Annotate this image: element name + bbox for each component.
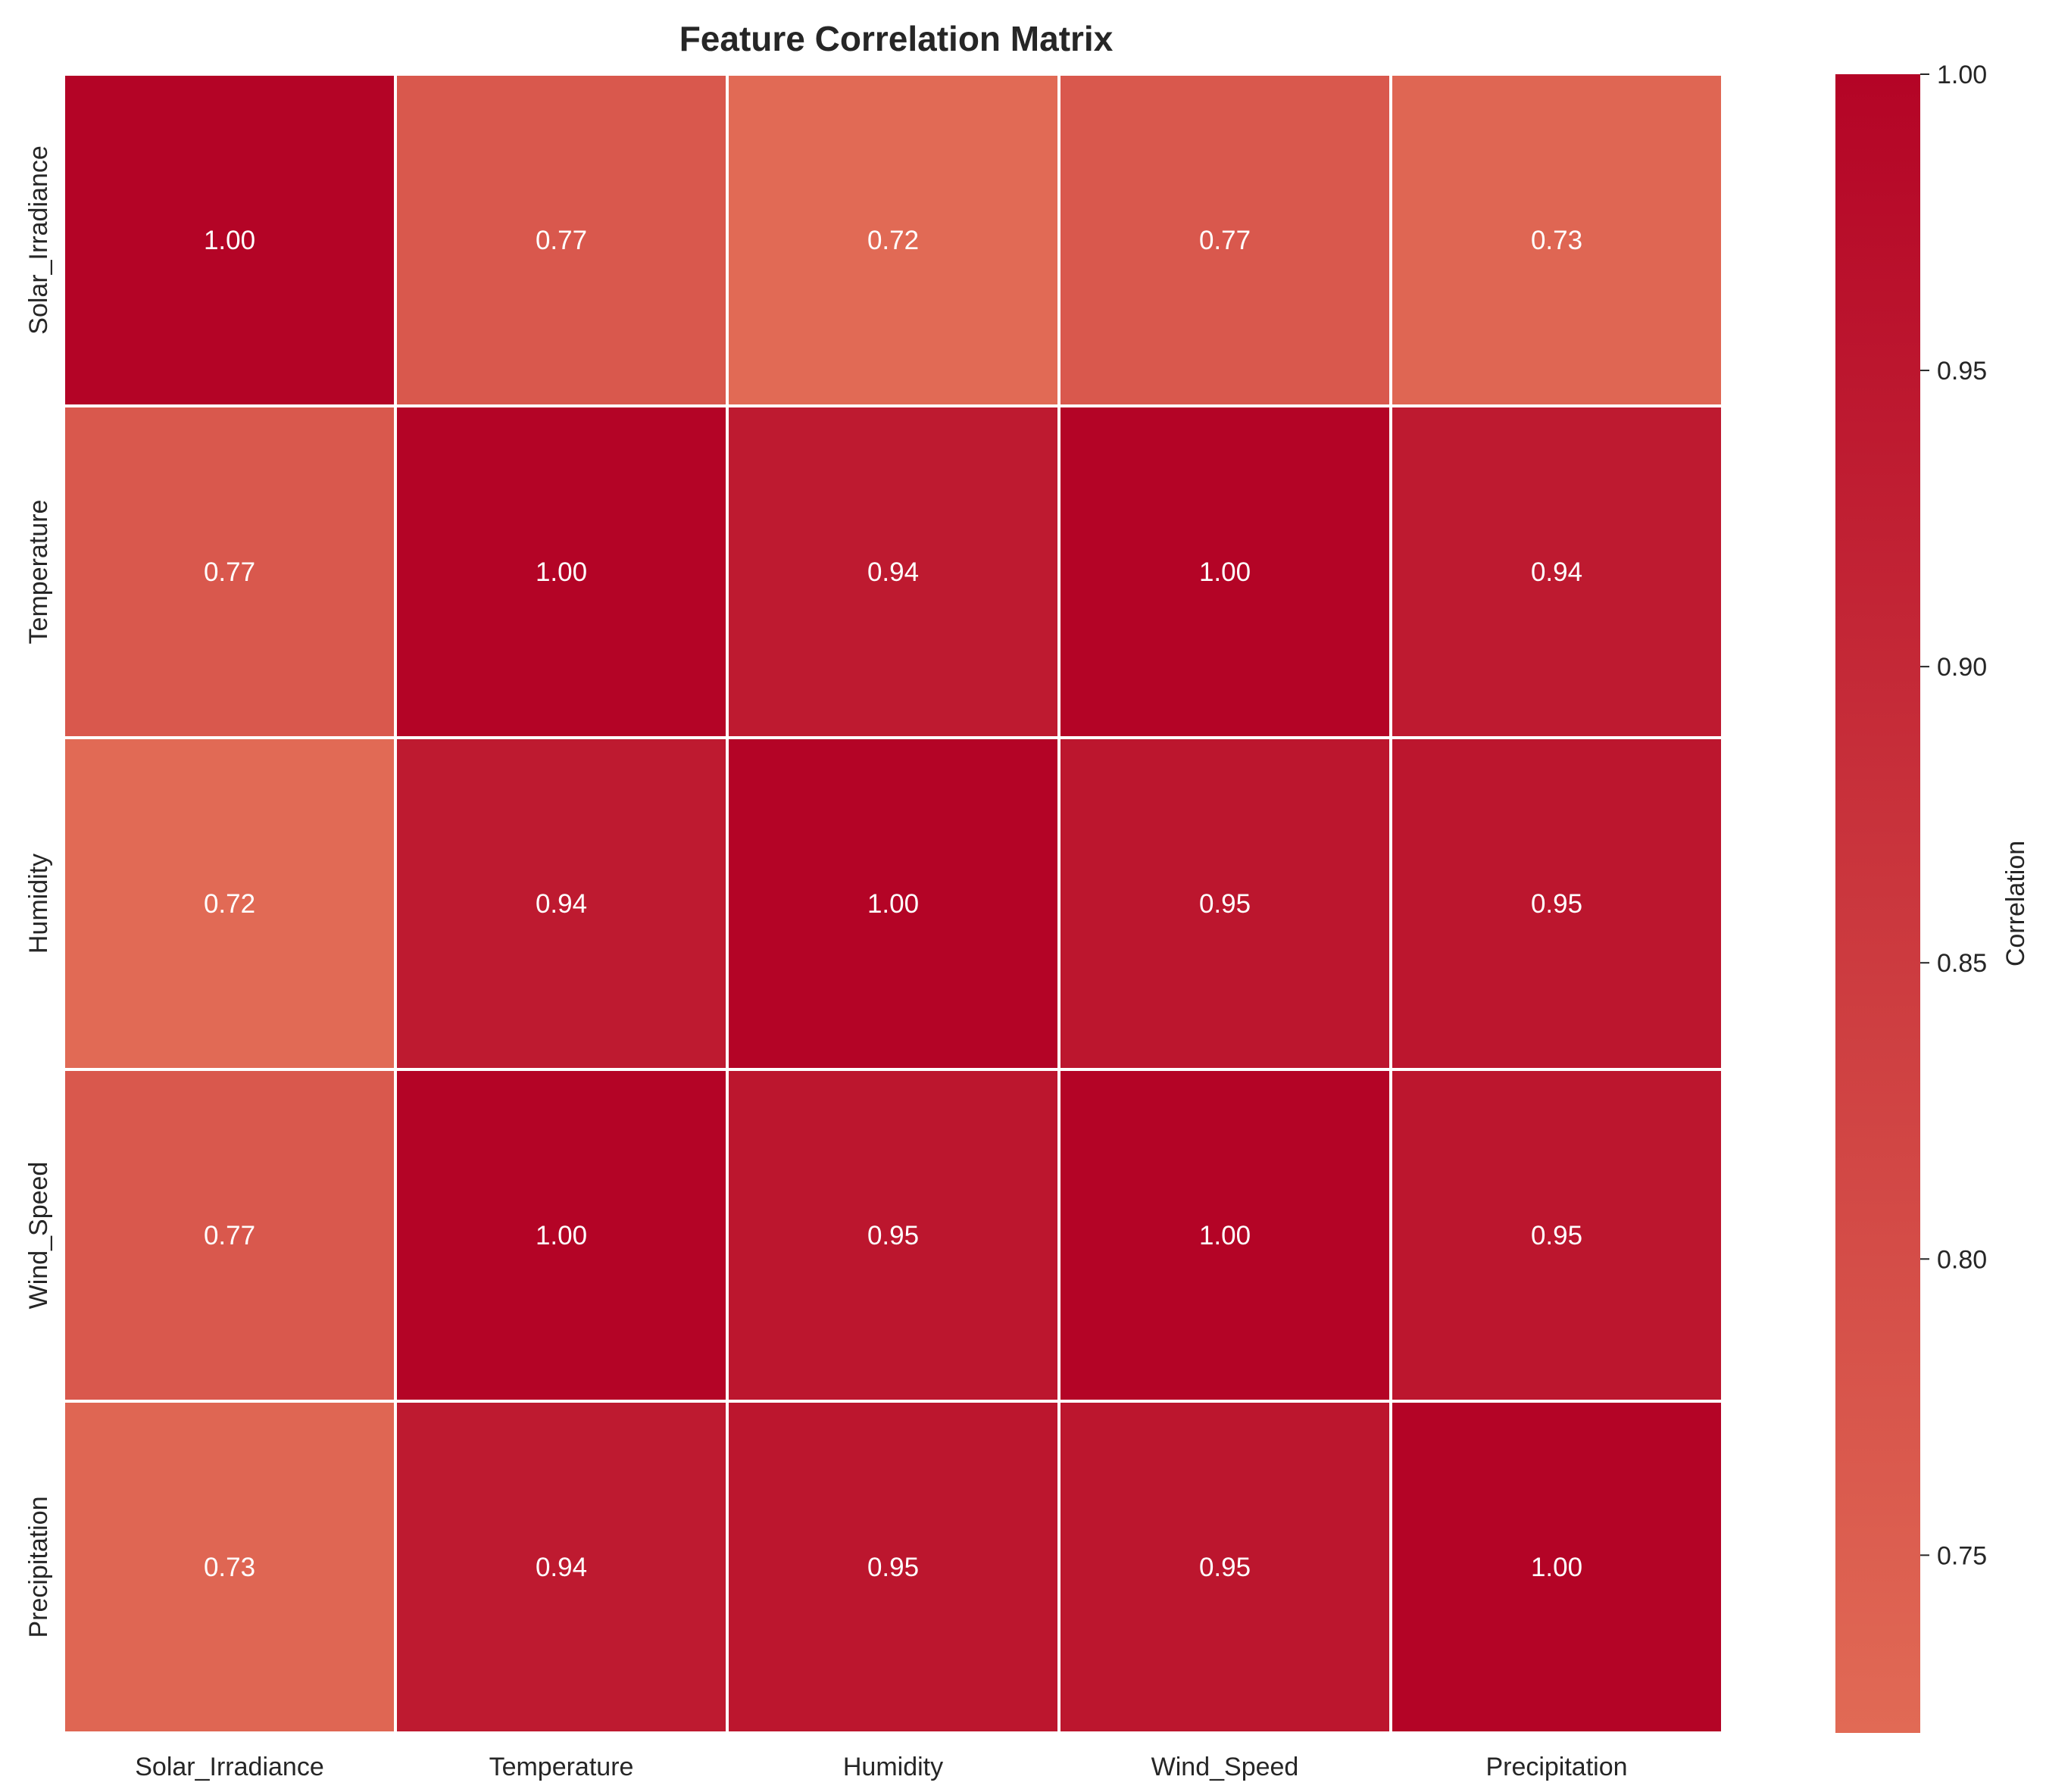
cell-value-label: 0.94 — [1531, 557, 1582, 587]
heatmap-cell — [64, 1402, 395, 1732]
x-tick-label: Temperature — [489, 1753, 634, 1781]
cell-value-label: 0.95 — [1531, 889, 1582, 919]
colorbar-tick-label: 0.75 — [1937, 1541, 1987, 1570]
colorbar-tick-label: 0.85 — [1937, 949, 1987, 978]
heatmap-cell — [1392, 407, 1722, 737]
heatmap-cell — [396, 1402, 726, 1732]
heatmap-cell — [64, 407, 395, 737]
heatmap-cell — [728, 738, 1058, 1069]
heatmap-cell — [1392, 1402, 1722, 1732]
heatmap-cell — [1392, 738, 1722, 1069]
cell-value-label: 1.00 — [867, 889, 919, 919]
colorbar: 0.75 0.80 0.85 0.90 0.95 1.00 Correlation — [1835, 61, 2030, 1733]
cell-value-label: 1.00 — [1199, 1221, 1251, 1250]
heatmap-cells: 1.00 0.77 0.72 0.77 0.73 0.77 1.00 0.94 1.00 0.94… — [62, 73, 1724, 1734]
x-tick-label: Humidity — [843, 1753, 943, 1781]
cell-value-label: 0.95 — [1531, 1221, 1582, 1250]
y-tick-label: Precipitation — [24, 1496, 53, 1637]
colorbar-tick-label: 1.00 — [1937, 61, 1987, 89]
y-tick-label: Humidity — [24, 854, 53, 954]
cell-value-label: 0.77 — [1199, 226, 1251, 255]
colorbar-tick-label: 0.80 — [1937, 1245, 1987, 1274]
colorbar-label: Correlation — [2001, 841, 2030, 966]
y-tick-label: Temperature — [24, 500, 53, 645]
cell-value-label: 0.72 — [867, 226, 919, 255]
heatmap-cell — [396, 407, 726, 737]
cell-value-label: 0.72 — [204, 889, 255, 919]
y-axis-tick-labels: Solar_Irradiance Temperature Humidity Wind_… — [24, 145, 53, 1637]
heatmap-cell — [1060, 1070, 1390, 1400]
heatmap-cell — [728, 1402, 1058, 1732]
colorbar-tick-label: 0.95 — [1937, 357, 1987, 386]
cell-value-label: 0.94 — [867, 557, 919, 587]
cell-value-label: 0.95 — [867, 1553, 919, 1582]
cell-value-label: 0.94 — [536, 1553, 587, 1582]
chart-title: Feature Correlation Matrix — [679, 19, 1114, 58]
cell-value-label: 1.00 — [1199, 557, 1251, 587]
cell-value-label: 0.77 — [204, 1221, 255, 1250]
heatmap-cell — [728, 75, 1058, 405]
cell-value-label: 0.73 — [204, 1553, 255, 1582]
heatmap-cell — [396, 1070, 726, 1400]
heatmap-cell — [1060, 407, 1390, 737]
heatmap-cell — [1060, 1402, 1390, 1732]
heatmap-cell — [396, 75, 726, 405]
cell-value-label: 0.73 — [1531, 226, 1582, 255]
cell-value-label: 0.95 — [867, 1221, 919, 1250]
heatmap-cell — [64, 75, 395, 405]
heatmap-cell — [1060, 75, 1390, 405]
heatmap-cell — [1060, 738, 1390, 1069]
cell-value-label: 1.00 — [536, 557, 587, 587]
x-tick-label: Solar_Irradiance — [135, 1753, 323, 1781]
x-tick-label: Precipitation — [1485, 1753, 1627, 1781]
cell-value-label: 0.95 — [1199, 1553, 1251, 1582]
x-axis-tick-labels: Solar_Irradiance Temperature Humidity Wind_… — [135, 1753, 1627, 1781]
heatmap-cell — [64, 738, 395, 1069]
cell-value-label: 0.77 — [536, 226, 587, 255]
heatmap-cell — [728, 1070, 1058, 1400]
y-tick-label: Wind_Speed — [24, 1162, 53, 1310]
colorbar-gradient — [1835, 74, 1920, 1733]
cell-value-label: 1.00 — [536, 1221, 587, 1250]
cell-value-label: 1.00 — [1531, 1553, 1582, 1582]
y-tick-label: Solar_Irradiance — [24, 145, 53, 334]
heatmap-cell — [1392, 1070, 1722, 1400]
heatmap-cell — [64, 1070, 395, 1400]
colorbar-tick-label: 0.90 — [1937, 653, 1987, 682]
cell-value-label: 0.94 — [536, 889, 587, 919]
heatmap-cell — [728, 407, 1058, 737]
heatmap-cell — [396, 738, 726, 1069]
cell-value-label: 0.95 — [1199, 889, 1251, 919]
cell-value-label: 1.00 — [204, 226, 255, 255]
x-tick-label: Wind_Speed — [1151, 1753, 1299, 1781]
heatmap-cell — [1392, 75, 1722, 405]
cell-value-label: 0.77 — [204, 557, 255, 587]
